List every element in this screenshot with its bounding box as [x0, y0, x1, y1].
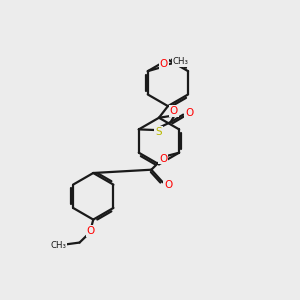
- Text: S: S: [155, 127, 162, 137]
- Text: O: O: [87, 226, 95, 236]
- Text: O: O: [169, 106, 178, 116]
- Text: CH₃: CH₃: [51, 241, 67, 250]
- Text: O: O: [185, 108, 193, 118]
- Text: O: O: [164, 180, 172, 190]
- Text: CH₃: CH₃: [172, 57, 189, 66]
- Text: O: O: [159, 59, 168, 69]
- Text: O: O: [159, 154, 167, 164]
